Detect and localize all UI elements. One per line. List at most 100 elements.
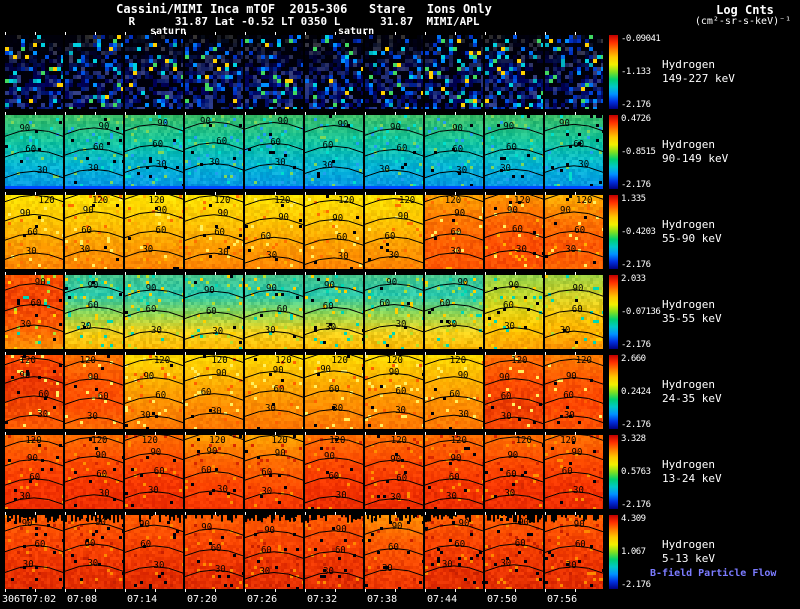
axis-tick-marks bbox=[5, 589, 605, 592]
heatmap-panel bbox=[485, 355, 543, 429]
heatmap-panel bbox=[5, 435, 63, 509]
heatmap-panel bbox=[545, 355, 603, 429]
heatmap-panel bbox=[485, 275, 543, 349]
time-tick-label: 07:32 bbox=[307, 594, 338, 605]
colorbar-label-mid: -0.07136 bbox=[621, 307, 661, 317]
heatmap-panel bbox=[545, 115, 603, 189]
species-label: Hydrogen bbox=[662, 298, 715, 311]
colorbar bbox=[609, 435, 618, 509]
heatmap-panel bbox=[185, 355, 243, 429]
energy-range-label: 55-90 keV bbox=[662, 232, 722, 245]
energy-band-label: Hydrogen 90-149 keV bbox=[662, 138, 728, 166]
heatmap-panel bbox=[365, 515, 423, 589]
heatmap-panel bbox=[5, 355, 63, 429]
heatmap-panel bbox=[545, 435, 603, 509]
saturn-marker: saturn bbox=[150, 26, 186, 37]
heatmap-panel bbox=[485, 515, 543, 589]
energy-range-label: 5-13 keV bbox=[662, 552, 715, 565]
energy-band-label: Hydrogen 35-55 keV bbox=[662, 298, 722, 326]
energy-range-label: 24-35 keV bbox=[662, 392, 722, 405]
heatmap-panel bbox=[185, 195, 243, 269]
colorbar-label-min: -2.176 bbox=[621, 500, 651, 510]
time-tick-label: 07:14 bbox=[127, 594, 158, 605]
heatmap-panel bbox=[245, 275, 303, 349]
heatmap-panel bbox=[245, 35, 303, 109]
species-label: Hydrogen bbox=[662, 218, 715, 231]
heatmap-panel bbox=[365, 355, 423, 429]
axis-tick-marks bbox=[5, 512, 605, 515]
colorbar-label-min: -2.176 bbox=[621, 340, 651, 350]
time-tick-label: 07:08 bbox=[67, 594, 98, 605]
heatmap-panel bbox=[425, 35, 483, 109]
energy-band-label: Hydrogen 5-13 keV bbox=[662, 538, 715, 566]
colorbar-label-min: -2.176 bbox=[621, 260, 651, 270]
heatmap-panel bbox=[65, 35, 123, 109]
colorbar-label-mid: 0.2424 bbox=[621, 387, 651, 397]
heatmap-panel bbox=[65, 515, 123, 589]
heatmap-panel bbox=[5, 35, 63, 109]
heatmap-panel bbox=[425, 195, 483, 269]
heatmap-panel bbox=[125, 115, 183, 189]
heatmap-panel bbox=[305, 195, 363, 269]
plot-title: Cassini/MIMI Inca mTOF 2015-306 Stare Io… bbox=[116, 2, 492, 16]
time-tick-label: 07:50 bbox=[487, 594, 518, 605]
axis-tick-marks bbox=[5, 272, 605, 275]
colorbar-label-mid: -0.4203 bbox=[621, 227, 656, 237]
heatmap-panel bbox=[545, 515, 603, 589]
saturn-marker: saturn bbox=[338, 26, 374, 37]
energy-band-label: Hydrogen 55-90 keV bbox=[662, 218, 722, 246]
energy-band-label: Hydrogen 149-227 keV bbox=[662, 58, 735, 86]
heatmap-panel bbox=[485, 35, 543, 109]
heatmap-panel bbox=[65, 115, 123, 189]
energy-band-label: Hydrogen 24-35 keV bbox=[662, 378, 722, 406]
time-tick-label: 07:56 bbox=[547, 594, 578, 605]
colorbar-units: (cm²-sr-s-keV)⁻¹ bbox=[694, 16, 792, 27]
heatmap-panel bbox=[185, 115, 243, 189]
species-label: Hydrogen bbox=[662, 538, 715, 551]
heatmap-panel bbox=[245, 195, 303, 269]
colorbar-label-min: -2.176 bbox=[621, 100, 651, 110]
heatmap-panel bbox=[305, 275, 363, 349]
heatmap-panel bbox=[425, 115, 483, 189]
heatmap-panel bbox=[365, 195, 423, 269]
heatmap-panel bbox=[485, 115, 543, 189]
colorbar-label-max: 0.4726 bbox=[621, 114, 651, 124]
colorbar bbox=[609, 355, 618, 429]
colorbar-label-max: -0.09041 bbox=[621, 34, 661, 44]
energy-range-label: 13-24 keV bbox=[662, 472, 722, 485]
heatmap-panel bbox=[485, 435, 543, 509]
heatmap-panel bbox=[125, 435, 183, 509]
heatmap-panel bbox=[305, 515, 363, 589]
heatmap-panel bbox=[5, 275, 63, 349]
bfield-flow-label: B-field Particle Flow bbox=[650, 568, 777, 579]
species-label: Hydrogen bbox=[662, 138, 715, 151]
heatmap-panel bbox=[5, 115, 63, 189]
heatmap-panel bbox=[425, 435, 483, 509]
heatmap-panel bbox=[245, 115, 303, 189]
heatmap-panel bbox=[365, 275, 423, 349]
time-tick-label: 07:26 bbox=[247, 594, 278, 605]
heatmap-panel bbox=[305, 355, 363, 429]
colorbar bbox=[609, 35, 618, 109]
colorbar-label-max: 2.033 bbox=[621, 274, 646, 284]
heatmap-panel bbox=[245, 355, 303, 429]
axis-tick-marks bbox=[5, 112, 605, 115]
colorbar-title: Log Cnts bbox=[716, 3, 774, 17]
heatmap-panel bbox=[125, 355, 183, 429]
heatmap-panel bbox=[305, 35, 363, 109]
heatmap-panel bbox=[185, 35, 243, 109]
energy-range-label: 149-227 keV bbox=[662, 72, 735, 85]
heatmap-panel bbox=[65, 355, 123, 429]
heatmap-panel bbox=[425, 355, 483, 429]
energy-range-label: 35-55 keV bbox=[662, 312, 722, 325]
colorbar-label-mid: -1.133 bbox=[621, 67, 651, 77]
heatmap-panel bbox=[485, 195, 543, 269]
colorbar bbox=[609, 115, 618, 189]
energy-range-label: 90-149 keV bbox=[662, 152, 729, 165]
heatmap-panel bbox=[425, 515, 483, 589]
colorbar-label-min: -2.176 bbox=[621, 580, 651, 590]
heatmap-panel bbox=[305, 115, 363, 189]
heatmap-panel bbox=[65, 195, 123, 269]
colorbar-label-max: 2.660 bbox=[621, 354, 646, 364]
heatmap-panel bbox=[125, 275, 183, 349]
